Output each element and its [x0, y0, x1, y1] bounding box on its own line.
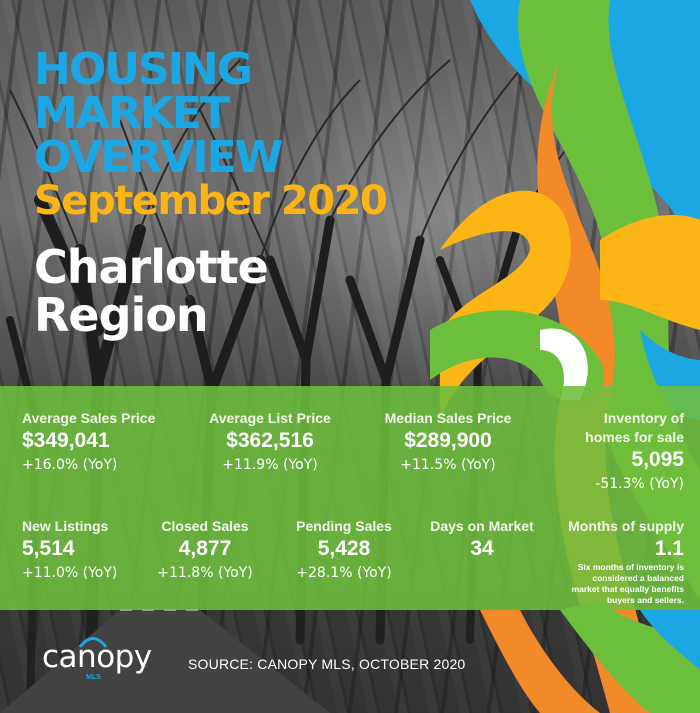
- stat-label: Average List Price: [209, 410, 331, 426]
- stat-pending-sales: Pending Sales 5,428 +28.1% (YoY): [286, 518, 402, 581]
- stat-value: 5,095: [631, 448, 684, 471]
- title-line-market: MARKET: [34, 88, 230, 139]
- stat-inventory: Inventory of homes for sale 5,095 -51.3%…: [560, 410, 684, 492]
- stat-value: 5,514: [22, 537, 75, 560]
- stat-change: +16.0% (YoY): [22, 457, 118, 473]
- stat-change: +11.0% (YoY): [22, 565, 118, 581]
- title-line-overview: OVERVIEW: [34, 132, 283, 183]
- stat-label: Closed Sales: [161, 518, 249, 534]
- stats-band: Average Sales Price $349,041 +16.0% (YoY…: [0, 386, 700, 610]
- stat-value: 1.1: [654, 537, 684, 560]
- canopy-logo: canopy MLS: [42, 637, 152, 681]
- logo-subtext: MLS: [86, 674, 101, 681]
- source-citation: SOURCE: CANOPY MLS, OCTOBER 2020: [188, 656, 466, 672]
- supply-note-line: market that equally benefits: [571, 584, 684, 594]
- stat-label: Median Sales Price: [384, 410, 512, 426]
- stat-value: 5,428: [317, 537, 371, 560]
- stat-label: Months of supply: [568, 518, 684, 534]
- stat-label-line2: homes for sale: [585, 429, 684, 445]
- stat-value: $289,900: [404, 429, 492, 452]
- supply-note-line: buyers and sellers.: [606, 595, 684, 605]
- stat-value: 34: [470, 537, 494, 560]
- stat-change: +11.5% (YoY): [400, 457, 496, 473]
- stat-change: +11.8% (YoY): [157, 565, 253, 581]
- logo-wordmark: canopy: [42, 639, 152, 675]
- stat-label-line1: Inventory of: [603, 410, 684, 426]
- stat-change: +28.1% (YoY): [296, 565, 392, 581]
- stat-value: $349,041: [22, 429, 110, 452]
- region-line-region: Region: [34, 288, 209, 342]
- stat-average-sales-price: Average Sales Price $349,041 +16.0% (YoY…: [22, 410, 155, 473]
- stat-label: New Listings: [22, 518, 109, 534]
- stat-change: -51.3% (YoY): [595, 476, 684, 492]
- stat-change: +11.9% (YoY): [222, 457, 318, 473]
- supply-note-line: considered a balanced: [592, 573, 684, 583]
- stat-new-listings: New Listings 5,514 +11.0% (YoY): [22, 518, 117, 581]
- stat-months-of-supply: Months of supply 1.1: [556, 518, 684, 561]
- stat-median-sales-price: Median Sales Price $289,900 +11.5% (YoY): [378, 410, 518, 473]
- supply-note-line: Six months of inventory is: [577, 562, 684, 572]
- region-line-charlotte: Charlotte: [34, 240, 269, 294]
- stat-value: 4,877: [178, 537, 232, 560]
- stat-average-list-price: Average List Price $362,516 +11.9% (YoY): [200, 410, 340, 473]
- stat-label: Pending Sales: [296, 518, 392, 534]
- stat-label: Average Sales Price: [22, 410, 156, 426]
- stat-days-on-market: Days on Market 34: [420, 518, 544, 561]
- stat-label: Days on Market: [430, 518, 534, 534]
- report-month: September 2020: [34, 178, 388, 224]
- stat-closed-sales: Closed Sales 4,877 +11.8% (YoY): [150, 518, 260, 581]
- supply-note: Six months of inventory is considered a …: [566, 562, 684, 606]
- stat-value: $362,516: [226, 429, 314, 452]
- canopy-arc-icon: [78, 637, 108, 648]
- title-line-housing: HOUSING: [34, 44, 253, 95]
